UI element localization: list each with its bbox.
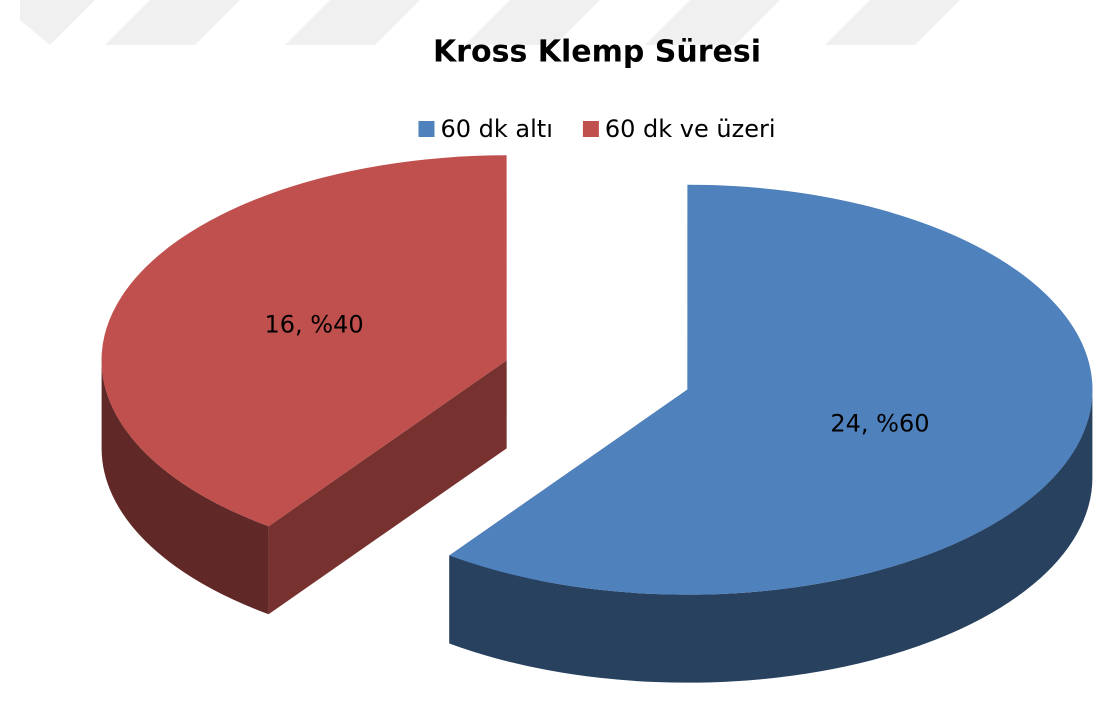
slice-wall bbox=[101, 360, 269, 615]
data-label: 24, %60 bbox=[830, 410, 929, 438]
slice-side bbox=[268, 360, 507, 615]
legend-label: 60 dk altı bbox=[440, 115, 552, 143]
watermark bbox=[20, 0, 960, 45]
slice bbox=[449, 184, 1093, 595]
slice bbox=[101, 155, 507, 527]
legend-label: 60 dk ve üzeri bbox=[605, 115, 776, 143]
legend: 60 dk altı 60 dk ve üzeri bbox=[418, 115, 776, 143]
legend-swatch bbox=[418, 121, 435, 137]
chart-title: Kross Klemp Süresi bbox=[433, 35, 761, 70]
slice-wall bbox=[449, 389, 1093, 683]
legend-swatch bbox=[582, 121, 599, 137]
data-label: 16, %40 bbox=[264, 310, 363, 338]
